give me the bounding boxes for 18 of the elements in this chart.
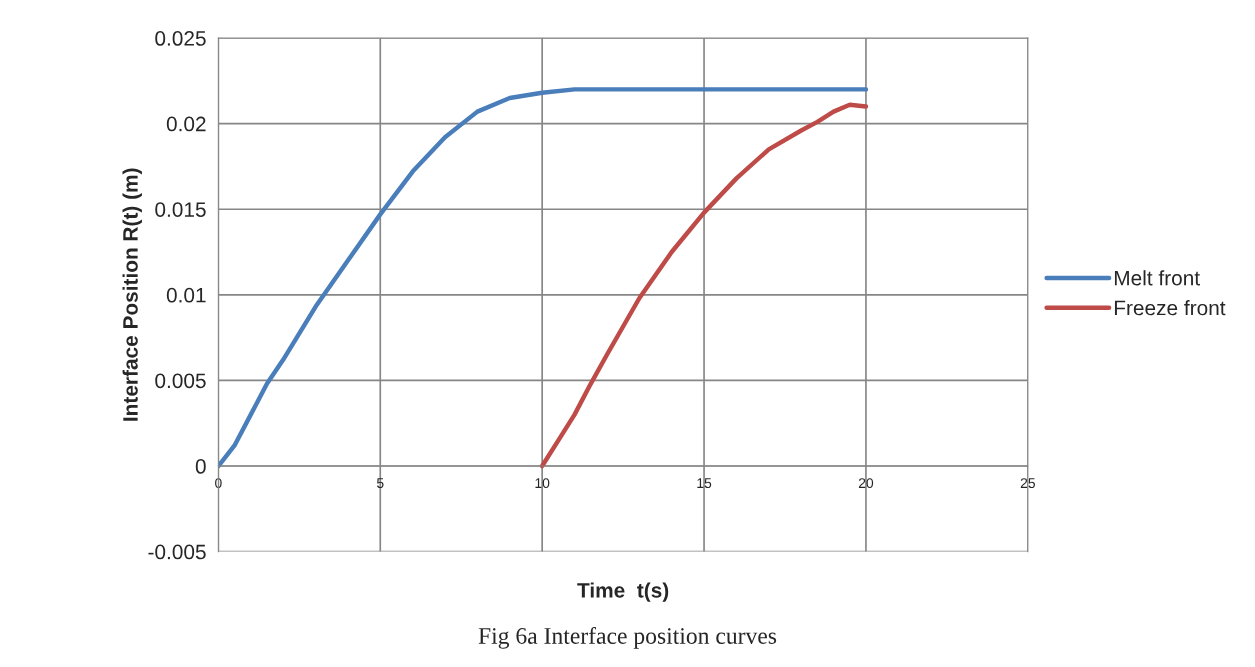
y-tick-label: 0.01 [166, 287, 206, 303]
x-tick-label: 15 [697, 478, 712, 489]
y-tick-label: 0.025 [155, 31, 206, 46]
y-tick-label: 0.005 [155, 373, 206, 389]
y-axis-title: Interface Position R(t) (m) [122, 168, 142, 421]
y-tick-label: -0.005 [148, 544, 206, 560]
legend-label: Melt front [1114, 270, 1200, 286]
x-axis-title: Time t(s) [577, 582, 669, 602]
line-series [539, 102, 869, 469]
x-tick-label: 0 [215, 478, 222, 489]
line-series [218, 87, 869, 469]
y-tick-label: 0 [195, 459, 206, 474]
caption: Fig 6a Interface position curves [478, 627, 777, 649]
x-tick-label: 20 [858, 478, 874, 489]
y-tick-label: 0.015 [155, 202, 206, 217]
y-tick-label: 0.02 [166, 116, 206, 132]
legend-label: Freeze front [1114, 300, 1226, 316]
x-tick-label: 25 [1020, 478, 1035, 489]
